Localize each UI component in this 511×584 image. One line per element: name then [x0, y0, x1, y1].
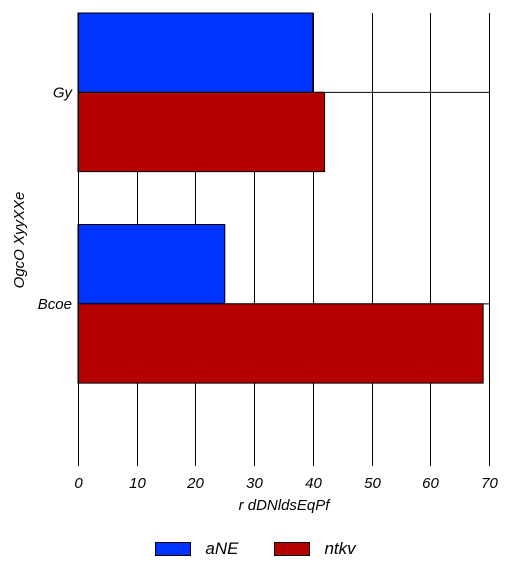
legend-label-series-2: ntkv	[324, 539, 356, 558]
y-tick-label-0: Gy	[53, 84, 74, 101]
legend-item-series-1: aNE	[155, 539, 238, 559]
x-tick-labels: 0 10 20 30 40 50 60 70	[74, 436, 498, 492]
legend-swatch-series-2	[274, 542, 311, 556]
legend: aNE ntkv	[0, 537, 511, 561]
x-tick-label-1: 10	[129, 475, 146, 492]
bar-ntkv-Gy	[77, 91, 326, 173]
bar-aNE-Bcoe	[77, 224, 226, 305]
x-tick-label-5: 50	[364, 475, 381, 492]
bar-chart: Gy Bcoe 0 10 20 30 40 50 60 70 r dDNldsEqPf OgcO…	[11, 12, 498, 514]
bars	[77, 12, 484, 384]
x-tick-label-0: 0	[74, 475, 83, 492]
bar-ntkv-Bcoe	[77, 303, 484, 384]
bar-aNE-Gy	[77, 12, 314, 93]
x-tick-label-6: 60	[422, 475, 439, 492]
x-tick-label-7: 70	[481, 475, 498, 492]
x-tick-label-2: 20	[186, 475, 204, 492]
legend-item-series-2: ntkv	[274, 539, 356, 559]
x-tick-label-3: 30	[246, 475, 263, 492]
y-axis-label: OgcO XyyXXe	[11, 192, 28, 289]
y-tick-label-1: Bcoe	[38, 296, 72, 313]
x-axis-label: r dDNldsEqPf	[239, 497, 332, 514]
x-tick-label-4: 40	[305, 475, 322, 492]
legend-label-series-1: aNE	[205, 539, 239, 558]
legend-swatch-series-1	[155, 542, 192, 556]
y-tick-labels: Gy Bcoe	[38, 84, 74, 313]
